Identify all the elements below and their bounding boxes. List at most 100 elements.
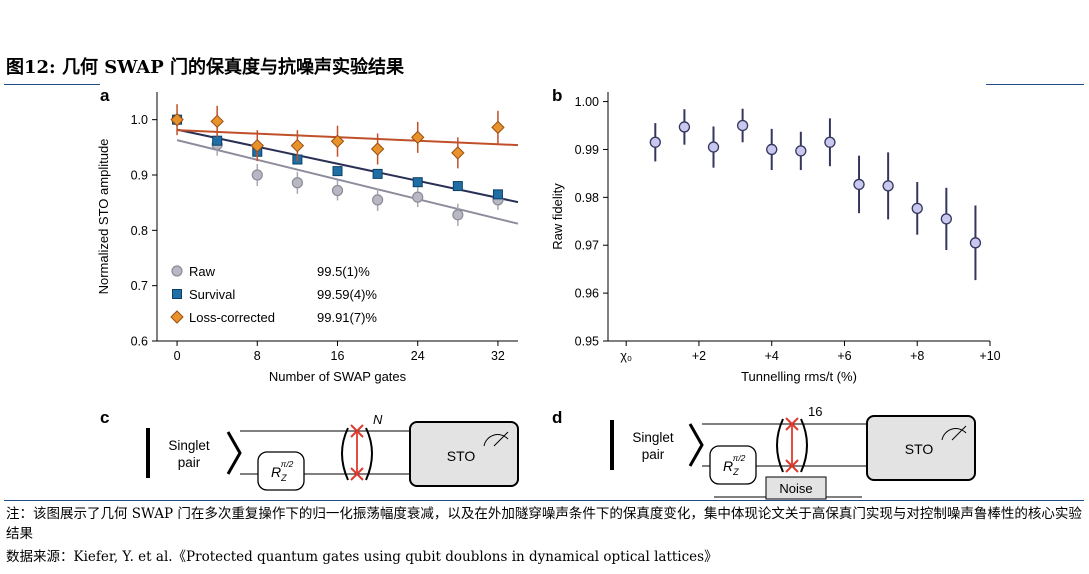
circuit-d-repeat-label: 16	[808, 404, 822, 419]
data-point-raw-fidelity	[911, 202, 923, 215]
circuit-d-meter-icon	[941, 425, 967, 441]
panel-label-b: b	[552, 86, 562, 105]
circuit-c-rz-label: RZπ/2	[271, 459, 294, 483]
data-point-loss-corrected	[370, 142, 385, 156]
legend-marker-survival	[172, 289, 182, 299]
data-point-loss-corrected	[411, 130, 425, 145]
chart-b-x-axis-label: Tunnelling rms/t (%)	[741, 369, 857, 384]
circuit-c-swap-x-bottom	[350, 467, 364, 481]
chart-b-x-tick-label: +6	[837, 349, 851, 363]
chart-a: 0 8 16 24 32 0.6 0.7 0.8 0.9 1.0 Number of SWAP ga…	[96, 92, 519, 384]
data-point-loss-corrected	[170, 112, 184, 127]
chart-a-x-tick-label: 0	[174, 349, 181, 363]
figure-note: 注：该图展示了几何 SWAP 门在多次重复操作下的归一化振荡幅度衰减，以及在外加…	[6, 506, 1082, 542]
chart-b-x-tick-label: χ₀	[620, 349, 632, 363]
data-point-raw	[372, 194, 384, 206]
title-rule-left	[4, 84, 100, 85]
data-point-loss-corrected	[210, 114, 224, 129]
chart-b-y-tick-label: 0.95	[575, 335, 599, 349]
legend-value: 99.91(7)%	[317, 310, 377, 325]
fit-line-survival	[176, 128, 519, 204]
circuit-c-sto-box	[409, 421, 519, 487]
legend-marker-raw	[171, 265, 183, 277]
circuit-c-input-label: Singlet pair	[168, 438, 210, 470]
data-point-loss-corrected	[451, 146, 465, 160]
panel-label-c: c	[100, 408, 109, 427]
figure-bottom-rule	[4, 500, 1084, 501]
data-point-raw-fidelity	[678, 121, 691, 133]
data-point-raw	[452, 209, 464, 221]
chart-b-x-tick-label: +8	[910, 349, 924, 363]
circuit-d-rz-label: RZπ/2	[723, 453, 746, 477]
data-point-loss-corrected	[250, 138, 264, 153]
data-point-survival	[332, 166, 343, 177]
data-point-raw-fidelity	[736, 119, 749, 132]
data-point-raw-fidelity	[707, 141, 720, 153]
data-point-survival	[492, 189, 503, 200]
chart-b-y-tick-label: 0.98	[575, 191, 599, 205]
fit-line-raw	[176, 139, 519, 225]
circuit-c-meter-icon	[483, 431, 509, 447]
figure-source: 数据来源：Kiefer, Y. et al.《Protected quantum…	[6, 549, 718, 565]
fit-line-loss-corrected	[177, 129, 519, 147]
chart-a-x-tick-label: 24	[411, 349, 425, 363]
data-point-raw-fidelity	[853, 178, 865, 191]
data-point-survival	[412, 177, 423, 188]
legend-value: 99.59(4)%	[317, 287, 377, 302]
circuit-c: Singlet pair RZπ/2 N STO	[146, 412, 519, 491]
legend-label: Loss-corrected	[189, 310, 275, 325]
figure-canvas: a b c d 0 8 16 24 32 0.6 0.7 0.8 0.9 1.0 Number of…	[96, 86, 1001, 500]
circuit-d-paren-right	[800, 418, 808, 473]
circuit-d-input-label: Singlet pair	[632, 430, 674, 462]
circuit-d-noise-label: Noise	[779, 481, 812, 496]
data-point-raw-fidelity	[969, 237, 982, 249]
title-rule-right	[986, 84, 1084, 85]
data-point-loss-corrected	[491, 120, 505, 135]
circuit-d-sto-box	[866, 415, 976, 481]
legend-label: Survival	[189, 287, 235, 302]
chart-b-x-tick-label: +10	[979, 349, 1000, 363]
data-point-raw-fidelity	[882, 180, 894, 192]
circuit-d-sto-label: STO	[905, 441, 934, 457]
panel-label-a: a	[100, 86, 110, 105]
circuit-d-swap-x-top	[785, 417, 799, 431]
data-point-loss-corrected	[330, 134, 345, 148]
chart-a-y-tick-label: 0.8	[131, 224, 148, 238]
circuit-d-paren-left	[776, 418, 784, 473]
circuit-d: Singlet pair RZπ/2 16 Noise STO	[610, 404, 976, 500]
chart-a-x-tick-label: 16	[331, 349, 345, 363]
circuit-d-noise-box	[765, 476, 827, 500]
data-point-survival	[212, 135, 223, 146]
circuit-c-bracket	[226, 431, 242, 475]
data-point-raw-fidelity	[766, 143, 778, 156]
figure-title: 图12: 几何 SWAP 门的保真度与抗噪声实验结果	[6, 57, 405, 78]
circuit-c-paren-right	[365, 427, 373, 481]
circuit-c-swap-x-top	[350, 424, 364, 438]
data-point-raw-fidelity	[795, 145, 807, 157]
data-point-raw-fidelity	[824, 136, 836, 148]
circuit-c-sto-label: STO	[447, 448, 476, 464]
circuit-d-bracket	[688, 423, 704, 467]
chart-b-x-tick-label: +2	[692, 349, 706, 363]
legend-value: 99.5(1)%	[317, 264, 370, 279]
chart-b-x-tick-label: +4	[765, 349, 779, 363]
chart-a-y-tick-label: 0.7	[131, 279, 148, 293]
data-point-raw	[412, 191, 424, 203]
circuit-c-repeat-label: N	[373, 412, 383, 427]
chart-b-y-tick-label: 1.00	[575, 95, 599, 109]
data-point-raw-fidelity	[940, 213, 952, 225]
chart-a-y-tick-label: 0.6	[131, 335, 148, 349]
circuit-c-rz-gate	[257, 451, 305, 491]
chart-a-y-tick-label: 1.0	[131, 113, 148, 127]
legend-label: Raw	[189, 264, 216, 279]
chart-b-y-axis-label: Raw fidelity	[550, 183, 565, 250]
chart-b-y-tick-label: 0.99	[575, 143, 599, 157]
legend-marker-loss-corrected	[170, 310, 184, 324]
chart-b-y-tick-label: 0.97	[575, 239, 599, 253]
chart-a-x-tick-label: 32	[491, 349, 505, 363]
chart-b-y-tick-label: 0.96	[575, 287, 599, 301]
data-point-raw	[291, 177, 303, 189]
chart-b: χ₀ +2 +4 +6 +8 +10 0.95 0.96 0.97 0.98 0.99 1.00 Tun…	[550, 92, 1001, 384]
chart-a-x-tick-label: 8	[254, 349, 261, 363]
data-point-raw	[251, 169, 263, 181]
